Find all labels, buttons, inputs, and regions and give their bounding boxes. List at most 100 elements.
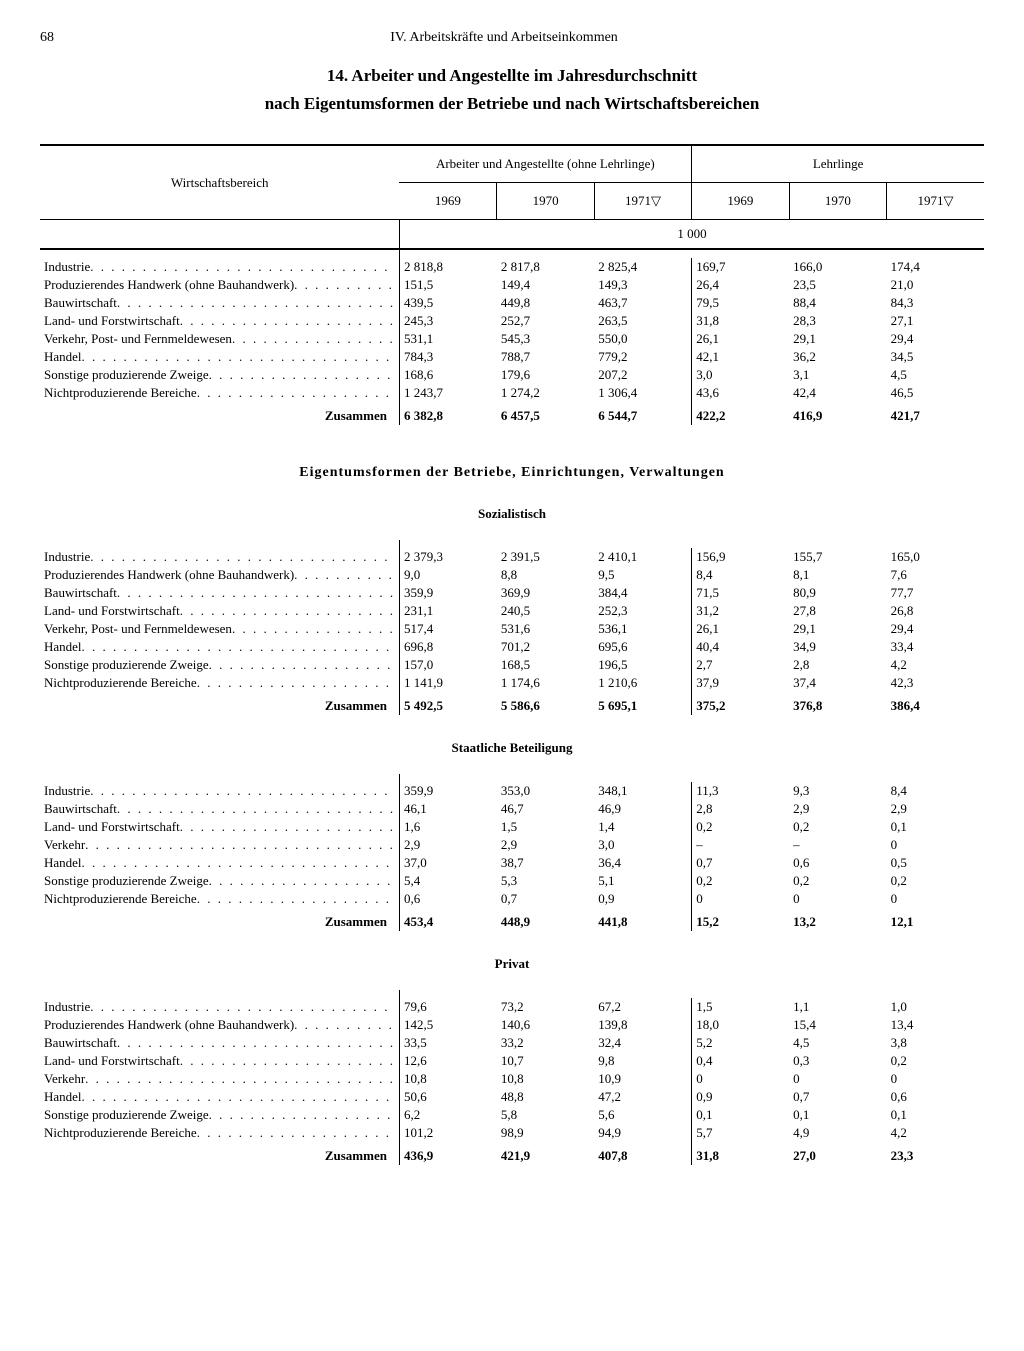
table-row: Verkehr, Post- und Fernmeldewesen . . . …	[40, 620, 984, 638]
row-dots: . . . . . . . . . . . . . . . . . . . . …	[117, 585, 395, 601]
cell: 79,6	[399, 998, 496, 1016]
table-row: Produzierendes Handwerk (ohne Bauhandwer…	[40, 566, 984, 584]
table-sum-row: Zusammen436,9421,9407,831,827,023,3	[40, 1142, 984, 1165]
chapter-title: IV. Arbeitskräfte und Arbeitseinkommen	[54, 30, 954, 46]
cell: 13,4	[887, 1016, 984, 1034]
cell: 40,4	[692, 638, 789, 656]
cell: 252,3	[594, 602, 691, 620]
cell: 156,9	[692, 548, 789, 566]
subsection-staatlich: Staatliche Beteiligung	[40, 740, 984, 756]
sum-cell: 13,2	[789, 908, 886, 931]
sum-cell: 6 382,8	[399, 402, 496, 425]
cell: 10,7	[497, 1052, 594, 1070]
sum-cell: 421,9	[497, 1142, 594, 1165]
cell: 0,2	[887, 872, 984, 890]
cell: 2,9	[887, 800, 984, 818]
row-dots: . . . . . . . . . . . . . . . . . . . . …	[294, 1017, 395, 1033]
row-dots: . . . . . . . . . . . . . . . . . . . . …	[82, 639, 395, 655]
cell: 369,9	[497, 584, 594, 602]
cell: 1 306,4	[594, 384, 691, 402]
row-label: Bauwirtschaft	[44, 585, 117, 601]
row-label: Verkehr	[44, 1071, 85, 1087]
cell: 196,5	[594, 656, 691, 674]
cell: 140,6	[497, 1016, 594, 1034]
cell: 0	[887, 836, 984, 854]
row-label: Bauwirtschaft	[44, 1035, 117, 1051]
row-label: Industrie	[44, 259, 90, 275]
row-label: Handel	[44, 855, 82, 871]
cell: 31,8	[692, 312, 789, 330]
sum-cell: 436,9	[399, 1142, 496, 1165]
row-label: Land- und Forstwirtschaft	[44, 313, 180, 329]
cell: 0,5	[887, 854, 984, 872]
cell: 10,9	[594, 1070, 691, 1088]
cell: 207,2	[594, 366, 691, 384]
header-1970b: 1970	[789, 183, 886, 220]
cell: 2,9	[789, 800, 886, 818]
cell: 26,8	[887, 602, 984, 620]
header-group-apprentices: Lehrlinge	[692, 145, 984, 183]
cell: 37,4	[789, 674, 886, 692]
page-title-1: 14. Arbeiter und Angestellte im Jahresdu…	[40, 66, 984, 86]
cell: 149,3	[594, 276, 691, 294]
sum-cell: 12,1	[887, 908, 984, 931]
cell: 550,0	[594, 330, 691, 348]
row-label: Sonstige produzierende Zweige	[44, 657, 209, 673]
cell: 1 243,7	[399, 384, 496, 402]
cell: 0,9	[692, 1088, 789, 1106]
row-label: Handel	[44, 1089, 82, 1105]
row-label: Sonstige produzierende Zweige	[44, 367, 209, 383]
table-row: Bauwirtschaft . . . . . . . . . . . . . …	[40, 1034, 984, 1052]
sum-cell: 453,4	[399, 908, 496, 931]
cell: 2 825,4	[594, 258, 691, 276]
row-label: Sonstige produzierende Zweige	[44, 873, 209, 889]
row-dots: . . . . . . . . . . . . . . . . . . . . …	[197, 1125, 395, 1141]
cell: 15,4	[789, 1016, 886, 1034]
header-1969a: 1969	[399, 183, 496, 220]
table-row: Handel . . . . . . . . . . . . . . . . .…	[40, 638, 984, 656]
row-dots: . . . . . . . . . . . . . . . . . . . . …	[209, 367, 395, 383]
cell: 47,2	[594, 1088, 691, 1106]
table-row: Land- und Forstwirtschaft . . . . . . . …	[40, 602, 984, 620]
cell: 0,7	[692, 854, 789, 872]
cell: 169,7	[692, 258, 789, 276]
cell: 26,1	[692, 330, 789, 348]
row-label: Nichtproduzierende Bereiche	[44, 1125, 197, 1141]
cell: 5,4	[399, 872, 496, 890]
cell: 37,9	[692, 674, 789, 692]
cell: 3,0	[692, 366, 789, 384]
sum-cell: 5 695,1	[594, 692, 691, 715]
cell: 348,1	[594, 782, 691, 800]
cell: 23,5	[789, 276, 886, 294]
cell: 151,5	[399, 276, 496, 294]
table-staatlich: Industrie . . . . . . . . . . . . . . . …	[40, 774, 984, 931]
cell: 9,8	[594, 1052, 691, 1070]
row-dots: . . . . . . . . . . . . . . . . . . . . …	[90, 549, 395, 565]
cell: 31,2	[692, 602, 789, 620]
cell: 384,4	[594, 584, 691, 602]
cell: 155,7	[789, 548, 886, 566]
header-sector: Wirtschaftsbereich	[40, 145, 399, 220]
cell: 784,3	[399, 348, 496, 366]
row-label: Bauwirtschaft	[44, 295, 117, 311]
sum-cell: 6 457,5	[497, 402, 594, 425]
cell: 10,8	[497, 1070, 594, 1088]
cell: 439,5	[399, 294, 496, 312]
sum-cell: 23,3	[887, 1142, 984, 1165]
row-dots: . . . . . . . . . . . . . . . . . . . . …	[180, 819, 395, 835]
cell: 88,4	[789, 294, 886, 312]
cell: 231,1	[399, 602, 496, 620]
row-dots: . . . . . . . . . . . . . . . . . . . . …	[180, 313, 395, 329]
table-row: Handel . . . . . . . . . . . . . . . . .…	[40, 854, 984, 872]
cell: 3,1	[789, 366, 886, 384]
row-dots: . . . . . . . . . . . . . . . . . . . . …	[90, 259, 395, 275]
cell: 0,2	[692, 872, 789, 890]
row-dots: . . . . . . . . . . . . . . . . . . . . …	[117, 801, 395, 817]
table-row: Nichtproduzierende Bereiche . . . . . . …	[40, 674, 984, 692]
cell: 1 210,6	[594, 674, 691, 692]
row-label: Bauwirtschaft	[44, 801, 117, 817]
row-dots: . . . . . . . . . . . . . . . . . . . . …	[82, 1089, 395, 1105]
cell: 701,2	[497, 638, 594, 656]
cell: 34,9	[789, 638, 886, 656]
sum-cell: 27,0	[789, 1142, 886, 1165]
